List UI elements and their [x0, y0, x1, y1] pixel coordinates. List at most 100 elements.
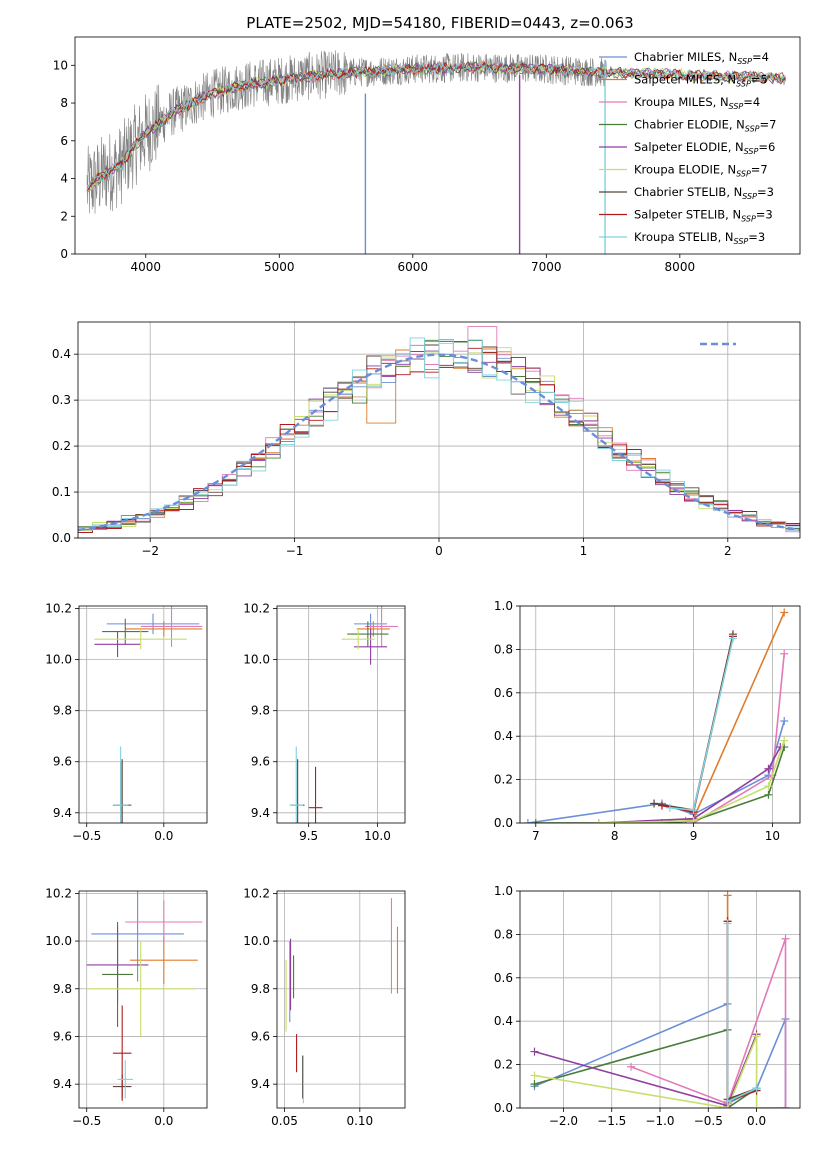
- y-tick-label: 0.4: [494, 729, 513, 743]
- errorbar-point: [102, 618, 149, 645]
- mass-weight-marker: [780, 717, 789, 726]
- mass-vs-ebv-panel: 0.05 0.10 9.4 9.6 9.8 10.0 10.2: [243, 886, 406, 1128]
- x-tick-label: 2: [724, 544, 732, 558]
- mass-weight-series-line: [535, 746, 785, 823]
- mass-weight-marker: [781, 1104, 790, 1108]
- y-tick-label: 0.3: [52, 393, 71, 407]
- legend-label-sub: SSP: [736, 170, 751, 179]
- y-tick-label: 10.2: [45, 886, 72, 900]
- mass-weight-marker: [530, 1071, 539, 1080]
- legend-label-name: Kroupa STELIB, N: [634, 230, 734, 244]
- y-tick-label: 0: [60, 247, 68, 261]
- y-tick-label: 9.4: [53, 1077, 72, 1091]
- y-tick-label: 10.2: [243, 886, 270, 900]
- y-tick-label: 0.1: [52, 485, 71, 499]
- axes-frame: [78, 890, 208, 1109]
- legend-label-count: =4: [752, 50, 769, 64]
- x-tick-label: 0.0: [154, 1114, 173, 1128]
- mass-weight-marker: [723, 891, 732, 900]
- errorbar-point: [125, 621, 203, 637]
- legend-label-name: Salpeter ELODIE, N: [634, 140, 744, 154]
- mass-weight-marker: [689, 805, 698, 814]
- legend-label-sub: SSP: [742, 192, 757, 201]
- mass-weight-marker: [650, 799, 659, 808]
- x-tick-label: 0.10: [346, 1114, 373, 1128]
- y-tick-label: 0.6: [494, 686, 513, 700]
- mass-vs-metallicity-panel: −0.5 0.0 9.4 9.6 9.8 10.0 10.2: [45, 886, 208, 1128]
- mass-weight-series-line: [598, 740, 785, 823]
- mass-weight-series-line: [726, 923, 757, 1103]
- errorbar-point: [94, 628, 187, 650]
- y-tick-label: 0.2: [494, 1058, 513, 1072]
- x-tick-label: 0: [435, 544, 443, 558]
- spectrum-title: PLATE=2502, MJD=54180, FIBERID=0443, z=0…: [246, 14, 633, 32]
- x-tick-label: −1: [286, 544, 304, 558]
- y-tick-label: 6: [60, 134, 68, 148]
- errorbar-plot-area: [86, 891, 203, 1101]
- legend-label-name: Kroupa MILES, N: [634, 95, 729, 109]
- errorbar-point: [117, 1060, 133, 1099]
- y-tick-label: 9.6: [53, 755, 72, 769]
- legend-label-sub: SSP: [736, 80, 751, 89]
- errorbar-point: [86, 926, 149, 1004]
- y-tick-label: 0.0: [52, 531, 71, 545]
- legend-label: Kroupa MILES, NSSP=4: [634, 95, 760, 111]
- model-spectrum-line: [86, 61, 786, 190]
- mass-weight-series-line: [534, 1033, 758, 1107]
- mass-weight-marker: [728, 634, 737, 643]
- x-tick-label: 10: [765, 829, 780, 843]
- y-tick-label: 0.0: [494, 816, 513, 830]
- axes-frame: [276, 605, 406, 824]
- legend-label-count: =6: [758, 140, 775, 154]
- mass-weight-marker: [689, 816, 698, 823]
- y-tick-label: 9.4: [251, 806, 270, 820]
- spectrum-panel: 4000 5000 6000 7000 8000 0 2 4 6 8 10 Chabrier MILE…: [53, 36, 801, 274]
- y-tick-label: 0.4: [494, 1014, 513, 1028]
- y-tick-label: 9.6: [251, 755, 270, 769]
- x-tick-label: 9: [690, 829, 698, 843]
- errorbar-point: [289, 746, 304, 823]
- line-plot-area: [530, 891, 790, 1108]
- x-tick-label: 8000: [665, 260, 696, 274]
- mass-weight-marker: [594, 819, 603, 823]
- mass-weight-marker: [780, 736, 789, 745]
- y-tick-label: 0.2: [52, 439, 71, 453]
- mass-weight-marker: [764, 790, 773, 799]
- mass-weight-vs-metallicity-panel: −2.0 −1.5 −1.0 −0.5 0.0 0.0 0.2 0.4 0.6 0.8 1.0: [494, 884, 801, 1128]
- errorbar-point: [140, 606, 203, 647]
- mass-weight-series-line: [693, 653, 785, 823]
- legend-label-count: =7: [751, 163, 768, 177]
- legend-label-count: =3: [757, 185, 774, 199]
- errorbar-point: [347, 621, 389, 647]
- x-tick-label: −2: [141, 544, 159, 558]
- x-tick-label: 9.5: [299, 829, 318, 843]
- x-tick-label: −0.5: [72, 829, 101, 843]
- errorbar-point: [91, 891, 184, 982]
- mass-weight-marker: [523, 819, 532, 823]
- y-tick-label: 0.8: [494, 927, 513, 941]
- y-tick-label: 10.0: [243, 934, 270, 948]
- y-tick-label: 10.2: [45, 602, 72, 616]
- y-tick-label: 9.6: [53, 1029, 72, 1043]
- mass-weight-vs-age-panel: 7 8 9 10 0.0 0.2 0.4 0.6 0.8 1.0: [494, 599, 801, 843]
- legend-label: Salpeter MILES, NSSP=5: [634, 73, 768, 89]
- y-tick-label: 9.6: [251, 1029, 270, 1043]
- legend-label-count: =3: [756, 208, 773, 222]
- errorbar-point: [125, 900, 203, 944]
- y-tick-label: 1.0: [494, 599, 513, 613]
- legend-label-sub: SSP: [744, 147, 759, 156]
- y-tick-label: 10.0: [45, 653, 72, 667]
- errorbar-point: [106, 613, 200, 635]
- y-tick-label: 0.2: [494, 773, 513, 787]
- y-tick-label: 9.8: [53, 704, 72, 718]
- legend-label-name: Chabrier STELIB, N: [634, 185, 742, 199]
- mass-weight-series-line: [661, 636, 734, 814]
- y-tick-label: 8: [60, 96, 68, 110]
- y-tick-label: 0.4: [52, 347, 71, 361]
- y-tick-label: 0.8: [494, 642, 513, 656]
- errorbar-point: [94, 631, 141, 658]
- axes-frame: [519, 605, 801, 824]
- legend-label: Kroupa ELODIE, NSSP=7: [634, 163, 768, 179]
- mass-weight-marker: [531, 819, 540, 823]
